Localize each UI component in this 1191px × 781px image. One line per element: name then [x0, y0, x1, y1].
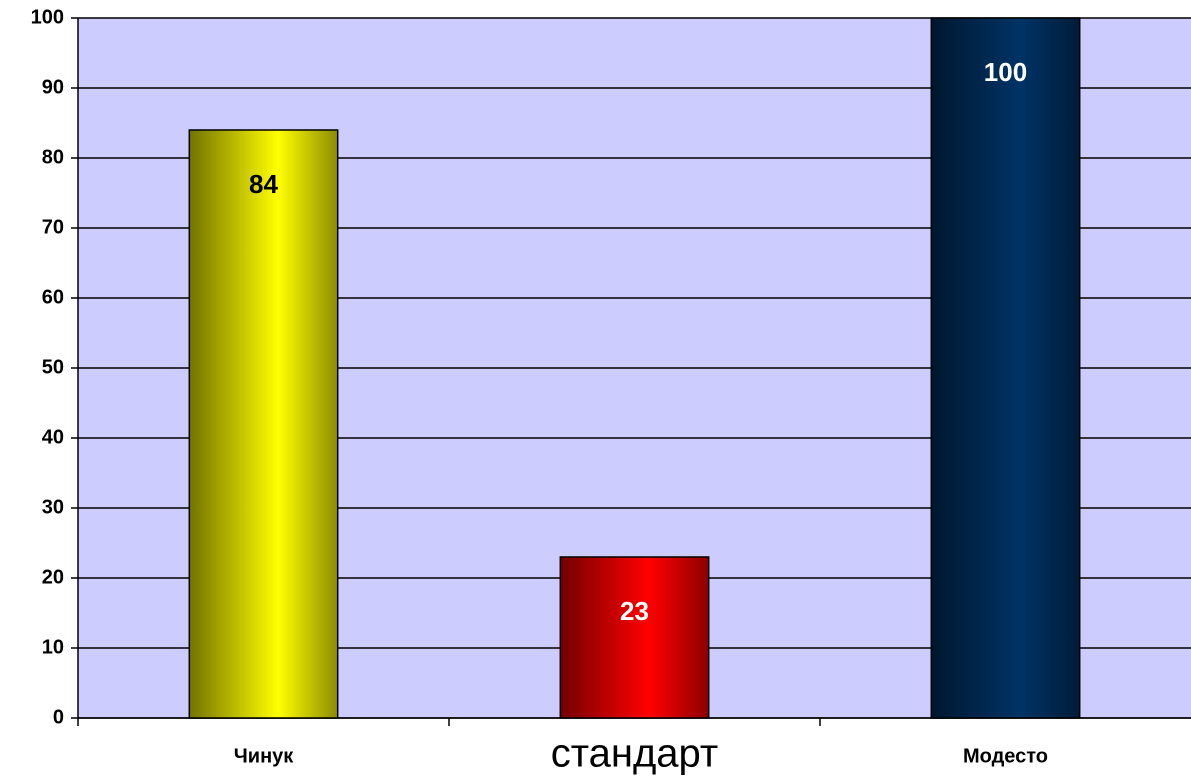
- y-tick-label: 100: [31, 6, 64, 28]
- y-tick-label: 50: [42, 356, 64, 378]
- bar: [930, 17, 1081, 719]
- value-label: 23: [620, 596, 649, 626]
- x-tick-label: Модесто: [963, 745, 1048, 767]
- y-tick-label: 40: [42, 426, 64, 448]
- y-tick-label: 60: [42, 286, 64, 308]
- y-tick-label: 80: [42, 146, 64, 168]
- y-tick-label: 30: [42, 496, 64, 518]
- y-tick-label: 20: [42, 566, 64, 588]
- y-tick-label: 10: [42, 636, 64, 658]
- y-tick-label: 0: [53, 706, 64, 728]
- y-tick-label: 90: [42, 76, 64, 98]
- x-tick-label: стандарт: [551, 732, 718, 776]
- value-label: 84: [249, 169, 278, 199]
- x-tick-label: Чинук: [234, 745, 295, 767]
- value-label: 100: [984, 57, 1027, 87]
- bar: [188, 129, 339, 719]
- label-backdrop: [514, 719, 755, 781]
- y-tick-label: 70: [42, 216, 64, 238]
- bar: [559, 556, 710, 719]
